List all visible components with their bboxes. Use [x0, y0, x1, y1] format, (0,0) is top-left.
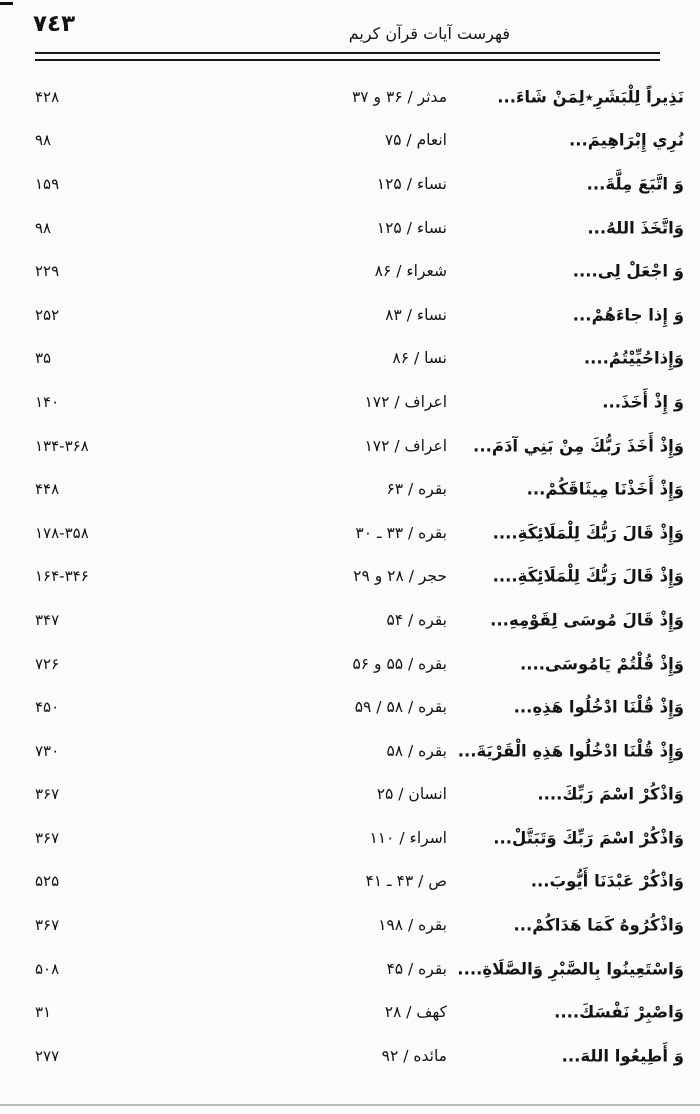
- page-number: ٧٤٣: [33, 11, 76, 37]
- index-row: وَ اجْعَلْ لِى.... شعراء / ۸۶ ۲۲۹: [0, 249, 700, 293]
- verse-text: وَ اجْعَلْ لِى....: [572, 261, 684, 281]
- page-ref: ۳۴۷: [35, 610, 60, 629]
- verse-text: وَاتَّخَذَ اللهُ...: [587, 218, 684, 238]
- index-row: وَإِذْ أَخَذَ رَبُّكَ مِنْ بَنِي آدَمَ..…: [0, 424, 700, 468]
- verse-text: وَإِذاحُيِّيْتُمُ....: [583, 348, 684, 368]
- verse-text: وَ اتَّبَعَ مِلَّةَ...: [586, 174, 684, 194]
- surah-verse-ref: نساء / ۱۲۵: [376, 174, 447, 193]
- surah-verse-ref: حجر / ۲۸ و ۲۹: [353, 567, 447, 586]
- surah-verse-ref: مدثر / ۳۶ و ۳۷: [351, 87, 447, 106]
- surah-verse-ref: بقره / ۵۸ / ۵۹: [354, 698, 447, 717]
- index-row: وَاذْكُرُوهُ كَمَا هَدَاكُمْ... بقره / ۱۹…: [0, 903, 700, 947]
- surah-verse-ref: بقره / ۳۳ ـ ۳۰: [355, 523, 447, 542]
- verse-text: وَاذْكُرْ عَبْدَنَا أَيُّوبَ...: [530, 871, 684, 891]
- page-ref: ۱۶۴-۳۴۶: [35, 567, 89, 586]
- verse-text: وَإِذْ أَخَذَ رَبُّكَ مِنْ بَنِي آدَمَ..…: [473, 436, 684, 456]
- page-ref: ۴۴۸: [35, 480, 60, 499]
- index-row: نَذِيراً لِلْبَشَرِ٭لِمَنْ شَاءَ... مدثر …: [0, 75, 700, 119]
- verse-text: وَإِذْ قَالَ رَبُّكَ لِلْمَلَائِكَةِ....: [492, 566, 684, 586]
- index-row: وَإِذاحُيِّيْتُمُ.... نسا / ۸۶ ۳۵: [0, 337, 700, 381]
- surah-verse-ref: بقره / ۵۵ و ۵۶: [352, 654, 447, 673]
- index-row: وَاذْكُرْ عَبْدَنَا أَيُّوبَ... ص / ۴۳ ـ …: [0, 860, 700, 904]
- surah-verse-ref: بقره / ۶۳: [386, 480, 447, 499]
- page-ref: ۳۱: [35, 1003, 52, 1022]
- verse-text: نَذِيراً لِلْبَشَرِ٭لِمَنْ شَاءَ...: [497, 87, 684, 107]
- surah-verse-ref: بقره / ۴۵: [386, 959, 447, 978]
- verse-text: نُرِي إِبْرَاهِيمَ...: [568, 130, 684, 150]
- page-ref: ۳۶۷: [35, 828, 60, 847]
- surah-verse-ref: بقره / ۵۸: [386, 741, 447, 760]
- page-ref: ۲۷۷: [35, 1046, 60, 1065]
- surah-verse-ref: اعراف / ۱۷۲: [364, 392, 447, 411]
- page-ref: ۲۲۹: [35, 262, 60, 281]
- index-row: وَإِذْ أَخَذْنَا مِيثَاقَكُمْ... بقره / ۶…: [0, 467, 700, 511]
- verse-text: وَاسْتَعِينُوا بِالصَّبْرِ وَالصَّلَاةِ.…: [457, 959, 684, 979]
- index-row: وَإِذْ قُلْتُمْ يَامُوسَى.... بقره / ۵۵ و…: [0, 642, 700, 686]
- page-ref: ۷۲۶: [35, 654, 60, 673]
- index-row: وَ اتَّبَعَ مِلَّةَ... نساء / ۱۲۵ ۱۵۹: [0, 162, 700, 206]
- scan-edge-artifact: [0, 2, 13, 5]
- index-row: وَإِذْ قَالَ مُوسَى لِقَوْمِهِ... بقره / …: [0, 598, 700, 642]
- index-row: نُرِي إِبْرَاهِيمَ... انعام / ۷۵ ۹۸: [0, 119, 700, 163]
- surah-verse-ref: بقره / ۵۴: [386, 610, 447, 629]
- verse-text: وَإِذْ قُلْتُمْ يَامُوسَى....: [519, 654, 684, 674]
- page-ref: ۵۰۸: [35, 959, 60, 978]
- index-row: وَاذْكُرْ اسْمَ رَبِّكَ.... انسان / ۲۵ ۳۶۷: [0, 773, 700, 817]
- page-ref: ۹۸: [35, 218, 52, 237]
- page-ref: ۴۲۸: [35, 87, 60, 106]
- page-ref: ۳۶۷: [35, 916, 60, 935]
- index-row: وَاتَّخَذَ اللهُ... نساء / ۱۲۵ ۹۸: [0, 206, 700, 250]
- index-row: وَإِذْ قُلْنَا ادْخُلُوا هَذِهِ... بقره /…: [0, 685, 700, 729]
- index-row: وَ أَطِيعُوا اللهَ... مائده / ۹۲ ۲۷۷: [0, 1034, 700, 1078]
- verse-text: وَ إِذا جاءَهُمْ...: [572, 305, 684, 325]
- index-row: وَإِذْ قُلْنَا ادْخُلُوا هَذِهِ الْقَرْي…: [0, 729, 700, 773]
- page-ref: ۴۵۰: [35, 698, 60, 717]
- verse-text: وَإِذْ قَالَ مُوسَى لِقَوْمِهِ...: [490, 610, 684, 630]
- index-row: وَ إِذْ أَخَذَ... اعراف / ۱۷۲ ۱۴۰: [0, 380, 700, 424]
- verse-text: وَإِذْ قُلْنَا ادْخُلُوا هَذِهِ الْقَرْي…: [457, 741, 684, 761]
- surah-verse-ref: انعام / ۷۵: [384, 131, 447, 150]
- verse-text: وَ إِذْ أَخَذَ...: [602, 392, 684, 412]
- verse-text: وَاصْبِرْ نَفْسَكَ....: [554, 1002, 684, 1022]
- scan-bottom-edge: [0, 1104, 700, 1106]
- verse-text: وَإِذْ قَالَ رَبُّكَ لِلْمَلَائِكَةِ....: [492, 523, 684, 543]
- page-ref: ۳۶۷: [35, 785, 60, 804]
- page-ref: ۵۲۵: [35, 872, 60, 891]
- index-row: وَاذْكُرْ اسْمَ رَبِّكَ وَتَبَتَّلْ... اس…: [0, 816, 700, 860]
- verse-text: وَاذْكُرُوهُ كَمَا هَدَاكُمْ...: [513, 915, 684, 935]
- verse-text: وَإِذْ قُلْنَا ادْخُلُوا هَذِهِ...: [513, 697, 684, 717]
- header-double-rule: [35, 52, 660, 61]
- surah-verse-ref: انسان / ۲۵: [376, 785, 447, 804]
- verse-text: وَاذْكُرْ اسْمَ رَبِّكَ....: [537, 784, 684, 804]
- surah-verse-ref: ص / ۴۳ ـ ۴۱: [365, 872, 447, 891]
- index-row: وَاصْبِرْ نَفْسَكَ.... کهف / ۲۸ ۳۱: [0, 990, 700, 1034]
- page-ref: ۳۵: [35, 349, 52, 368]
- surah-verse-ref: بقره / ۱۹۸: [378, 916, 447, 935]
- surah-verse-ref: نساء / ۸۳: [385, 305, 447, 324]
- verse-text: وَ أَطِيعُوا اللهَ...: [561, 1046, 684, 1066]
- surah-verse-ref: اعراف / ۱۷۲: [364, 436, 447, 455]
- surah-verse-ref: کهف / ۲۸: [384, 1003, 447, 1022]
- page-ref: ۱۵۹: [35, 174, 60, 193]
- page-ref: ۱۷۸-۳۵۸: [35, 523, 89, 542]
- page-ref: ۲۵۲: [35, 305, 60, 324]
- index-row: وَإِذْ قَالَ رَبُّكَ لِلْمَلَائِكَةِ....…: [0, 511, 700, 555]
- page-ref: ۱۳۴-۳۶۸: [35, 436, 89, 455]
- page-ref: ۱۴۰: [35, 392, 60, 411]
- verse-text: وَإِذْ أَخَذْنَا مِيثَاقَكُمْ...: [526, 479, 684, 499]
- surah-verse-ref: نسا / ۸۶: [392, 349, 447, 368]
- index-row: وَاسْتَعِينُوا بِالصَّبْرِ وَالصَّلَاةِ.…: [0, 947, 700, 991]
- surah-verse-ref: اسراء / ۱۱۰: [369, 828, 447, 847]
- verse-text: وَاذْكُرْ اسْمَ رَبِّكَ وَتَبَتَّلْ...: [493, 828, 684, 848]
- index-row: وَ إِذا جاءَهُمْ... نساء / ۸۳ ۲۵۲: [0, 293, 700, 337]
- surah-verse-ref: شعراء / ۸۶: [374, 262, 447, 281]
- page-ref: ۷۳۰: [35, 741, 60, 760]
- page-title: فهرست آیات قرآن کریم: [348, 24, 510, 43]
- surah-verse-ref: مائده / ۹۲: [381, 1046, 447, 1065]
- index-row: وَإِذْ قَالَ رَبُّكَ لِلْمَلَائِكَةِ....…: [0, 555, 700, 599]
- page-ref: ۹۸: [35, 131, 52, 150]
- verse-index-table: نَذِيراً لِلْبَشَرِ٭لِمَنْ شَاءَ... مدثر …: [0, 75, 700, 1078]
- surah-verse-ref: نساء / ۱۲۵: [376, 218, 447, 237]
